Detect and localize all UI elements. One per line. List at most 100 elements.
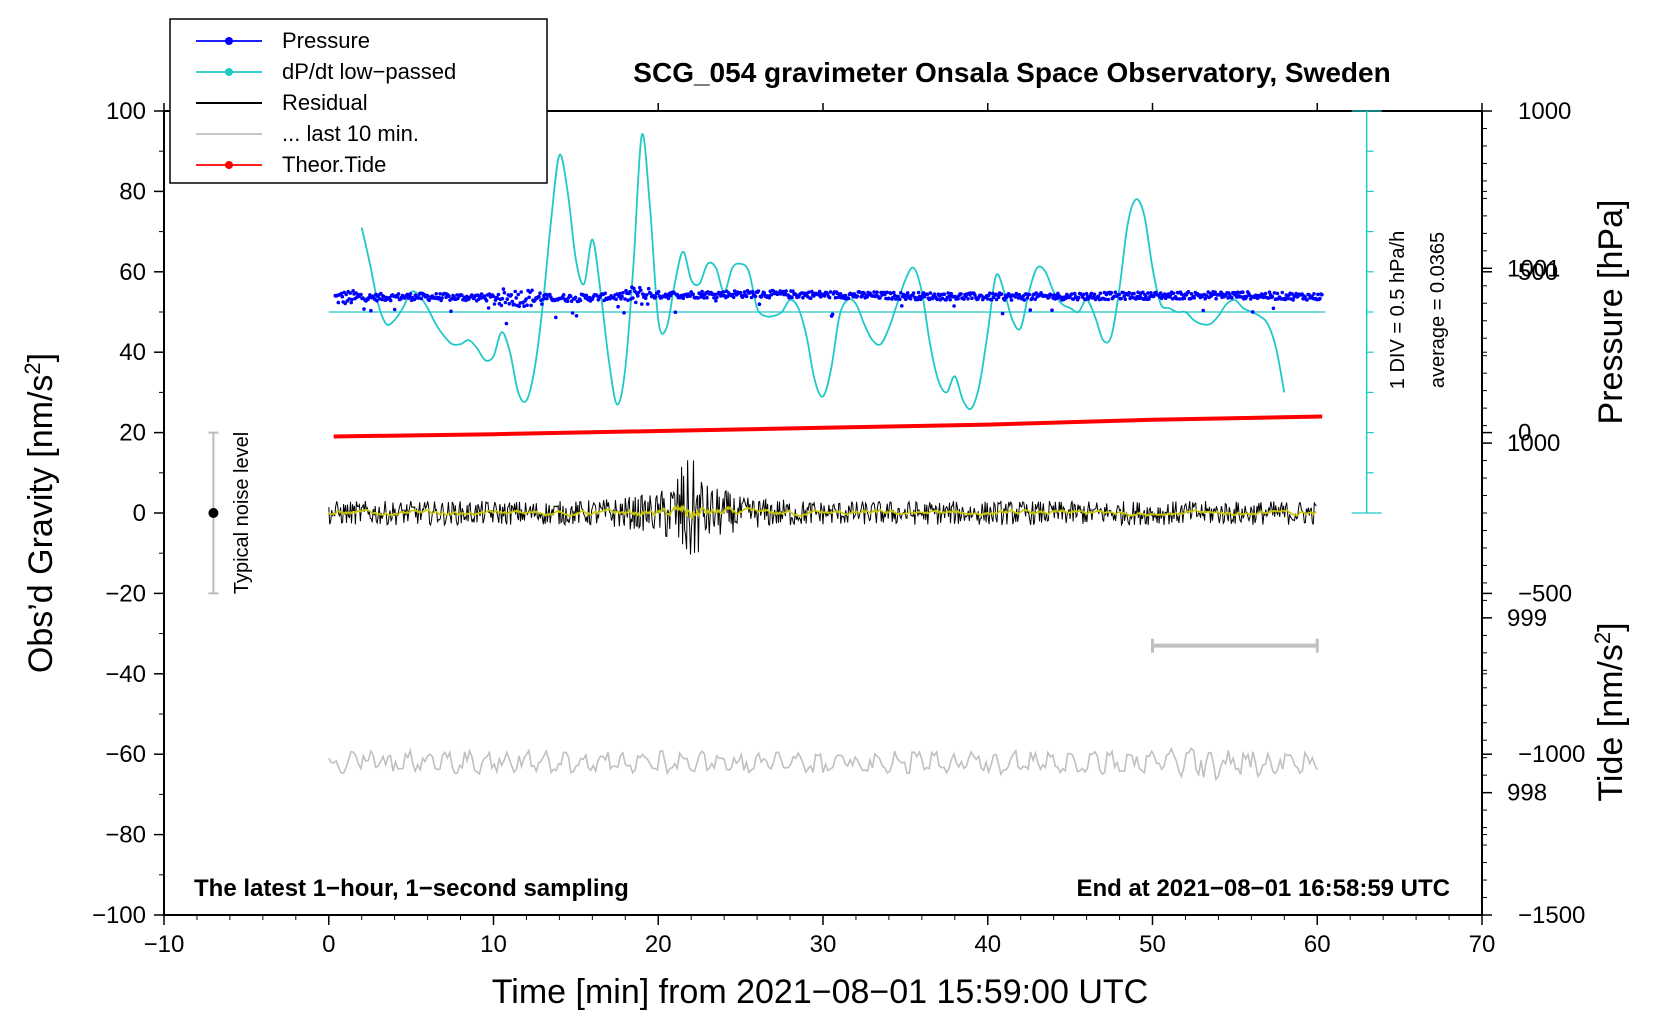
legend-label: Pressure — [282, 28, 370, 53]
pressure-point — [889, 291, 893, 296]
pressure-point — [1280, 290, 1285, 295]
pressure-point — [1149, 291, 1153, 295]
legend-box — [169, 18, 548, 184]
pressure-point — [744, 294, 749, 299]
pressure-point — [336, 300, 341, 305]
pressure-point — [1263, 291, 1268, 296]
pressure-point — [1230, 295, 1234, 300]
pressure-point — [1192, 296, 1197, 300]
pressure-point — [516, 292, 520, 297]
y-tick-label: −60 — [105, 741, 146, 768]
pressure-point — [505, 297, 510, 301]
pressure-point — [932, 292, 937, 297]
pressure-point — [691, 292, 695, 297]
sampling-note: The latest 1−hour, 1−second sampling — [194, 875, 629, 902]
pressure-point — [817, 289, 822, 294]
end-time-note: End at 2021−08−01 16:58:59 UTC — [1076, 875, 1450, 902]
pressure-point — [1127, 290, 1131, 295]
pressure-point — [946, 291, 950, 295]
pressure-point — [395, 295, 400, 299]
pressure-point — [343, 301, 348, 306]
pressure-point — [742, 290, 747, 294]
pressure-point — [380, 297, 384, 302]
dpdt-curve — [360, 133, 1286, 411]
pressure-point — [569, 299, 574, 304]
pressure-point — [519, 290, 523, 294]
pressure-point — [1291, 298, 1295, 302]
pressure-point — [491, 294, 496, 299]
pressure-point — [509, 293, 514, 297]
pressure-point — [1213, 290, 1217, 295]
legend-label: Residual — [282, 90, 368, 115]
pressure-point — [948, 297, 952, 302]
x-tick-label: 10 — [480, 931, 507, 958]
pressure-point — [715, 295, 719, 300]
x-tick-label: 70 — [1469, 931, 1496, 958]
pressure-point — [646, 286, 651, 291]
pressure-point — [496, 292, 501, 297]
pressure-point — [1214, 296, 1218, 301]
pressure-point — [1136, 290, 1140, 295]
pressure-point — [502, 290, 507, 295]
pressure-point — [350, 297, 354, 302]
pressure-point — [1123, 297, 1127, 302]
pressure-point — [666, 296, 671, 301]
pressure-point — [1050, 308, 1054, 313]
pressure-point — [616, 304, 620, 309]
x-tick-label: 50 — [1139, 931, 1166, 958]
pressure-point — [898, 297, 902, 302]
pressure-point — [512, 302, 517, 307]
pressure-point — [644, 293, 649, 297]
pressure-point — [1117, 292, 1121, 297]
pressure-point — [903, 297, 908, 302]
legend-marker — [225, 161, 233, 169]
pressure-point — [1109, 290, 1114, 295]
pressure-point — [369, 308, 373, 313]
pressure-point — [1028, 308, 1033, 312]
pressure-point — [419, 296, 424, 301]
pressure-point — [615, 292, 619, 296]
pressure-point — [416, 296, 421, 300]
pressure-point — [522, 304, 526, 309]
pressure-point — [359, 292, 363, 297]
pressure-point — [540, 302, 544, 306]
pressure-point — [447, 294, 451, 299]
pressure-point — [1266, 296, 1271, 300]
pressure-point — [349, 300, 354, 305]
pressure-point — [830, 312, 835, 317]
pressure-point — [636, 294, 640, 298]
pressure-point — [1152, 294, 1156, 299]
pressure-point — [561, 293, 566, 297]
pressure-point — [1089, 291, 1094, 296]
pressure-point — [911, 291, 916, 295]
legend-marker — [225, 37, 233, 45]
pressure-point — [700, 289, 704, 294]
pressure-point — [621, 291, 625, 295]
pressure-point — [962, 297, 966, 301]
pressure-point — [603, 291, 607, 296]
pressure-point — [1271, 306, 1276, 311]
pressure-point — [713, 292, 717, 297]
pressure-point — [1272, 291, 1277, 295]
pressure-point — [1141, 290, 1145, 295]
pressure-point — [524, 297, 528, 301]
pressure-point — [500, 296, 505, 301]
pressure-point — [408, 292, 413, 296]
legend-entries: Pressure dP/dt low−passed Residual ... last… — [196, 28, 456, 177]
tide-tick-label: −1500 — [1518, 902, 1585, 929]
pressure-point — [1320, 292, 1324, 297]
pressure-point — [584, 293, 589, 298]
pressure-point — [1189, 292, 1194, 296]
pressure-point — [1000, 311, 1005, 316]
pressure-point — [1092, 292, 1097, 297]
pressure-point — [382, 294, 386, 299]
legend-label: ... last 10 min. — [282, 121, 419, 146]
pressure-point — [648, 291, 653, 296]
noise-bar-center — [208, 508, 219, 518]
residual-line — [328, 460, 1317, 555]
pressure-point — [989, 297, 994, 302]
pressure-point — [643, 296, 648, 301]
pressure-point — [1081, 292, 1086, 297]
pressure-point — [1103, 297, 1108, 302]
pressure-point — [1009, 298, 1014, 302]
